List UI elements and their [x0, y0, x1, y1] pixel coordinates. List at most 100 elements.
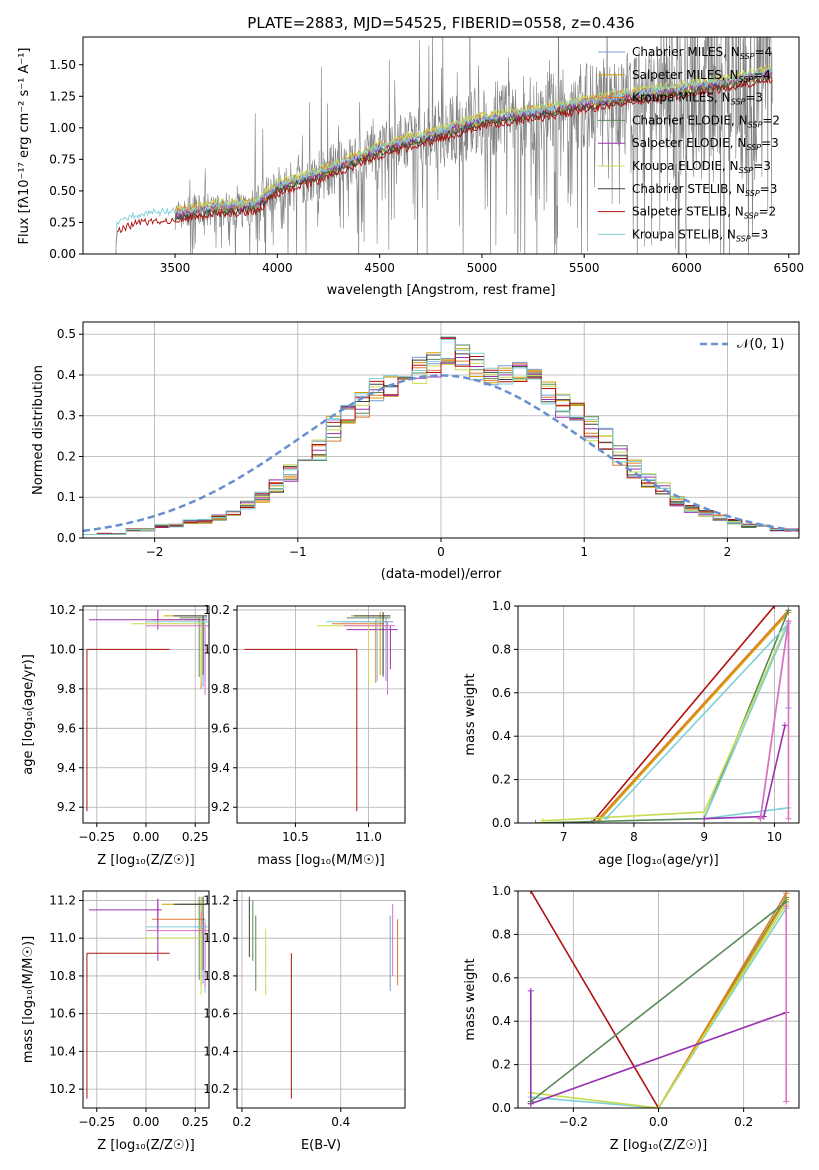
xtick-label: 10	[767, 830, 782, 844]
xtick-label: 11.0	[355, 830, 382, 844]
spectrum-axes-frame	[82, 36, 800, 255]
xtick-label: −0.25	[78, 1115, 115, 1129]
xlabel: Z [log₁₀(Z/Z☉)]	[97, 1138, 194, 1153]
residual-histograms	[82, 336, 800, 535]
spectrum-legend-label: Chabrier MILES, NSSP=4	[632, 45, 772, 61]
spectrum-legend-label: Salpeter ELODIE, NSSP=3	[632, 136, 779, 152]
xtick-label: 0.2	[734, 1115, 753, 1129]
normal-legend-label: 𝒩(0, 1)	[737, 337, 784, 352]
spectrum-model-line	[174, 70, 773, 219]
spectrum-xtick-label: 5000	[467, 261, 498, 275]
age-vs-mass-panel: 10.5 11.0 9.2 9.4 9.6 9.8 10.0 10.2 mass [log₁₀(…	[203, 603, 406, 868]
ytick-label: 10.2	[203, 1082, 230, 1096]
spectrum-xlabel: wavelength [Angstrom, rest frame]	[327, 283, 556, 298]
ytick-label: 0.4	[492, 1014, 511, 1028]
xtick-label: −0.25	[78, 830, 115, 844]
panel-marks	[248, 896, 399, 1099]
normal-curve	[82, 374, 800, 533]
axes-frame	[236, 890, 406, 1109]
spectrum-legend-label: Chabrier ELODIE, NSSP=2	[632, 113, 780, 129]
weight-line	[530, 907, 787, 1108]
spectrum-xtick-label: 4000	[262, 261, 293, 275]
residual-ytick-label: 0.0	[57, 531, 76, 545]
xtick-label: 10.5	[282, 830, 309, 844]
spectrum-ylabel: Flux [fλ10⁻¹⁷ erg cm⁻² s⁻¹ A⁻¹]	[17, 48, 32, 245]
spectrum-legend-label: Salpeter MILES, NSSP=4	[632, 68, 771, 84]
weight-line	[598, 609, 790, 820]
ytick-label: 9.4	[57, 761, 76, 775]
ytick-label: 0.0	[492, 1101, 511, 1115]
ylabel: mass weight	[463, 673, 478, 755]
ytick-label: 0.6	[492, 686, 511, 700]
ytick-label: 9.4	[211, 761, 230, 775]
ytick-label: 10.2	[49, 1082, 76, 1096]
panel-marks	[244, 611, 398, 812]
residual-panel: −2 −1 0 1 2 0.0 0.1 0.2 0.3 0.4 0.5 (data-model)/e…	[31, 321, 800, 582]
ylabel: mass weight	[463, 958, 478, 1040]
ytick-label: 10.0	[49, 642, 76, 656]
residual-xlabel: (data-model)/error	[381, 567, 502, 582]
ylabel: age [log₁₀(age/yr)]	[21, 654, 36, 775]
ytick-label: 0.6	[492, 971, 511, 985]
residual-legend: 𝒩(0, 1)	[700, 337, 784, 352]
ytick-label: 9.6	[57, 721, 76, 735]
xtick-label: 0.00	[133, 830, 160, 844]
spectrum-ytick-label: 0.25	[49, 215, 76, 229]
spectrum-legend-label: Salpeter STELIB, NSSP=2	[632, 205, 776, 221]
ytick-label: 11.0	[49, 931, 76, 945]
spectrum-title: PLATE=2883, MJD=54525, FIBERID=0558, z=0…	[247, 14, 634, 32]
spectrum-legend: Chabrier MILES, NSSP=4 Salpeter MILES, NS…	[598, 45, 780, 243]
residual-ytick-label: 0.4	[57, 368, 76, 382]
xlabel: E(B-V)	[301, 1138, 341, 1153]
residual-ticks: −2 −1 0 1 2 0.0 0.1 0.2 0.3 0.4 0.5	[57, 327, 731, 559]
spectrum-ytick-label: 0.50	[49, 184, 76, 198]
residual-xtick-label: 2	[724, 545, 732, 559]
spectrum-legend-label: Chabrier STELIB, NSSP=3	[632, 182, 777, 198]
ytick-label: 10.4	[203, 1044, 230, 1058]
ytick-label: 0.0	[492, 816, 511, 830]
xtick-label: 0.2	[232, 1115, 251, 1129]
ytick-label: 10.4	[49, 1044, 76, 1058]
spectrum-panel: PLATE=2883, MJD=54525, FIBERID=0558, z=0…	[17, 14, 804, 298]
xtick-label: −0.2	[559, 1115, 588, 1129]
xtick-label: 7	[560, 830, 568, 844]
residual-ylabel: Normed distribution	[31, 365, 46, 495]
spectrum-legend-label: Kroupa STELIB, NSSP=3	[632, 227, 768, 243]
residual-ytick-label: 0.3	[57, 409, 76, 423]
weight-line	[535, 610, 790, 823]
xtick-label: 8	[630, 830, 638, 844]
spectrum-legend-label: Kroupa MILES, NSSP=3	[632, 91, 763, 107]
ytick-label: 10.0	[203, 642, 230, 656]
spectrum-ytick-label: 0.75	[49, 152, 76, 166]
ytick-label: 9.8	[57, 682, 76, 696]
residual-xtick-label: −1	[289, 545, 307, 559]
residual-xtick-label: −2	[146, 545, 164, 559]
spectrum-legend-label: Kroupa ELODIE, NSSP=3	[632, 159, 771, 175]
ytick-label: 0.4	[492, 729, 511, 743]
ytick-label: 0.8	[492, 927, 511, 941]
spectrum-clipped	[115, 37, 773, 254]
axes-frame	[236, 605, 406, 824]
axes-frame	[517, 605, 800, 824]
spectrum-ticks: 3500 4000 4500 5000 5500 6000 6500 0.00 0.25 0.50…	[49, 58, 804, 275]
spectrum-model-line	[115, 66, 773, 254]
mass-vs-z-panel: −0.25 0.00 0.25 10.2 10.4 10.6 10.8 11.0 11.2 Z […	[21, 890, 210, 1153]
ytick-label: 10.2	[203, 603, 230, 617]
ytick-label: 0.8	[492, 642, 511, 656]
ytick-label: 11.2	[203, 893, 230, 907]
panel-marks	[527, 891, 790, 1108]
panel-marks	[86, 896, 209, 1099]
xtick-label: 0.00	[133, 1115, 160, 1129]
xlabel: mass [log₁₀(M/M☉)]	[257, 853, 384, 868]
spectrum-xtick-label: 6000	[671, 261, 702, 275]
weight-line	[530, 891, 660, 1108]
ytick-label: 1.0	[492, 884, 511, 898]
residual-xtick-label: 0	[437, 545, 445, 559]
ytick-label: 9.2	[57, 800, 76, 814]
xtick-label: 0.0	[649, 1115, 668, 1129]
spectrum-xtick-label: 4500	[364, 261, 395, 275]
ytick-label: 9.6	[211, 721, 230, 735]
ytick-label: 11.0	[203, 931, 230, 945]
xlabel: Z [log₁₀(Z/Z☉)]	[97, 853, 194, 868]
